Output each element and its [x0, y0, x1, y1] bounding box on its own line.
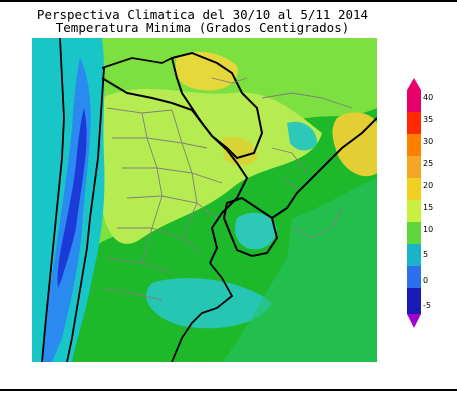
border-chile-argentina	[66, 67, 105, 362]
field-yellow-green-center	[94, 88, 322, 244]
border-uruguay	[222, 196, 279, 258]
colorbar-label-m5: -5	[423, 301, 431, 310]
colorbar-label-30: 30	[423, 137, 434, 146]
colorbar-seg-30	[407, 134, 421, 156]
field-warm-iguazu	[222, 136, 257, 166]
map-subtitle: Temperatura Minima (Grados Centigrados)	[55, 20, 350, 35]
colorbar-seg-40	[407, 90, 421, 112]
colorbar	[407, 78, 421, 328]
colorbar-label-10: 10	[423, 225, 434, 234]
colorbar-label-5: 5	[423, 250, 429, 259]
colorbar-seg-25	[407, 156, 421, 178]
province-borders	[101, 77, 353, 301]
field-cyan-uruguay	[235, 212, 277, 250]
colorbar-label-20: 20	[423, 181, 434, 190]
coast-atlantic-south	[171, 262, 234, 362]
coast-pacific	[41, 38, 65, 362]
field-cyan-brazil	[287, 121, 317, 151]
border-brazil-coast	[271, 117, 377, 219]
colorbar-seg-5	[407, 244, 421, 266]
colorbar-seg-20	[407, 178, 421, 200]
colorbar-label-15: 15	[423, 203, 434, 212]
colorbar-top-triangle	[407, 78, 421, 90]
field-sea	[222, 178, 377, 362]
colorbar-label-40: 40	[423, 93, 434, 102]
colorbar-seg-m5	[407, 288, 421, 314]
bolivia-border	[101, 57, 173, 69]
top-rule	[0, 0, 457, 2]
border-argentina-north	[101, 77, 249, 264]
colorbar-label-35: 35	[423, 115, 434, 124]
field-andes-darkblue	[57, 108, 87, 288]
bottom-rule	[0, 389, 457, 391]
colorbar-bottom-triangle	[407, 314, 421, 328]
colorbar-seg-35	[407, 112, 421, 134]
map-title: Perspectiva Climatica del 30/10 al 5/11 …	[36, 7, 369, 22]
colorbar-seg-0	[407, 266, 421, 288]
colorbar-seg-10	[407, 222, 421, 244]
temperature-map	[32, 38, 377, 362]
colorbar-seg-15	[407, 200, 421, 222]
border-paraguay	[170, 51, 264, 160]
colorbar-label-25: 25	[423, 159, 434, 168]
field-cyan-south	[146, 278, 272, 329]
colorbar-label-0: 0	[423, 276, 429, 285]
field-andes-blue	[42, 58, 91, 362]
